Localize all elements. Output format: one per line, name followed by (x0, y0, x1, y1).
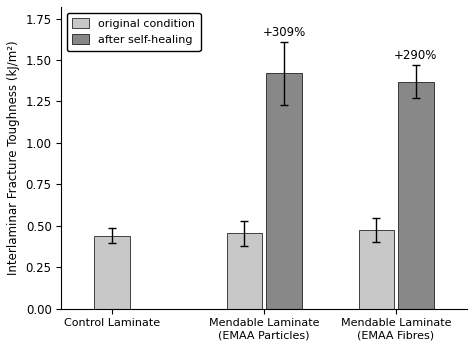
Y-axis label: Interlaminar Fracture Toughness (kJ/m²): Interlaminar Fracture Toughness (kJ/m²) (7, 41, 20, 275)
Text: +309%: +309% (262, 26, 306, 39)
Bar (398, 82, 434, 309)
Text: +290%: +290% (394, 49, 438, 62)
Bar (227, 233, 262, 309)
Bar (358, 230, 394, 309)
Bar (266, 73, 302, 309)
Legend: original condition, after self-healing: original condition, after self-healing (67, 12, 201, 51)
Bar (94, 236, 130, 309)
